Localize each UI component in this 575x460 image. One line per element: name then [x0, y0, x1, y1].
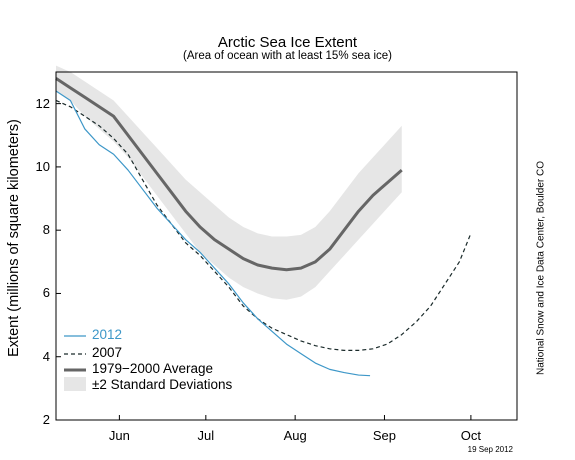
legend-swatch-std-dev	[64, 377, 86, 391]
y-tick-label: 6	[42, 285, 50, 301]
legend-item-average: 1979−2000 Average	[64, 360, 213, 376]
y-tick-label: 4	[42, 348, 50, 364]
legend-label-2007: 2007	[92, 344, 123, 360]
legend-item-std-dev: ±2 Standard Deviations	[64, 376, 232, 392]
x-tick-label: Aug	[283, 428, 307, 443]
y-tick-label: 12	[35, 95, 50, 111]
credit-text: National Snow and Ice Data Center, Bould…	[535, 160, 547, 376]
legend-label-2012: 2012	[92, 326, 123, 342]
y-axis-label: Extent (millions of square kilometers)	[6, 119, 22, 357]
y-tick-label: 2	[42, 412, 50, 427]
y-tick-label: 8	[42, 222, 50, 238]
legend-swatch-2012	[64, 329, 86, 339]
x-tick-label: Sep	[372, 428, 397, 443]
date-stamp: 19 Sep 2012	[467, 445, 513, 454]
legend-swatch-2007	[64, 347, 86, 357]
legend-label-average: 1979−2000 Average	[92, 360, 213, 376]
series-line-average	[55, 77, 403, 272]
legend-swatch-average	[64, 363, 86, 373]
series-line-2012	[55, 90, 371, 377]
chart-title: Arctic Sea Ice Extent	[217, 34, 358, 51]
chart-subtitle: (Area of ocean with at least 15% sea ice…	[182, 50, 393, 62]
series-line-2007	[55, 99, 472, 351]
x-tick-label: Oct	[460, 428, 481, 443]
legend-item-2007: 2007	[64, 344, 122, 360]
x-tick-label: Jul	[197, 428, 215, 443]
y-tick-label: 10	[35, 158, 50, 174]
x-tick-label: Jun	[108, 428, 130, 443]
legend-label-std-dev: ±2 Standard Deviations	[92, 376, 233, 392]
legend-item-2012: 2012	[64, 326, 122, 342]
plot-frame	[55, 71, 518, 421]
std-dev-band	[56, 65, 402, 300]
